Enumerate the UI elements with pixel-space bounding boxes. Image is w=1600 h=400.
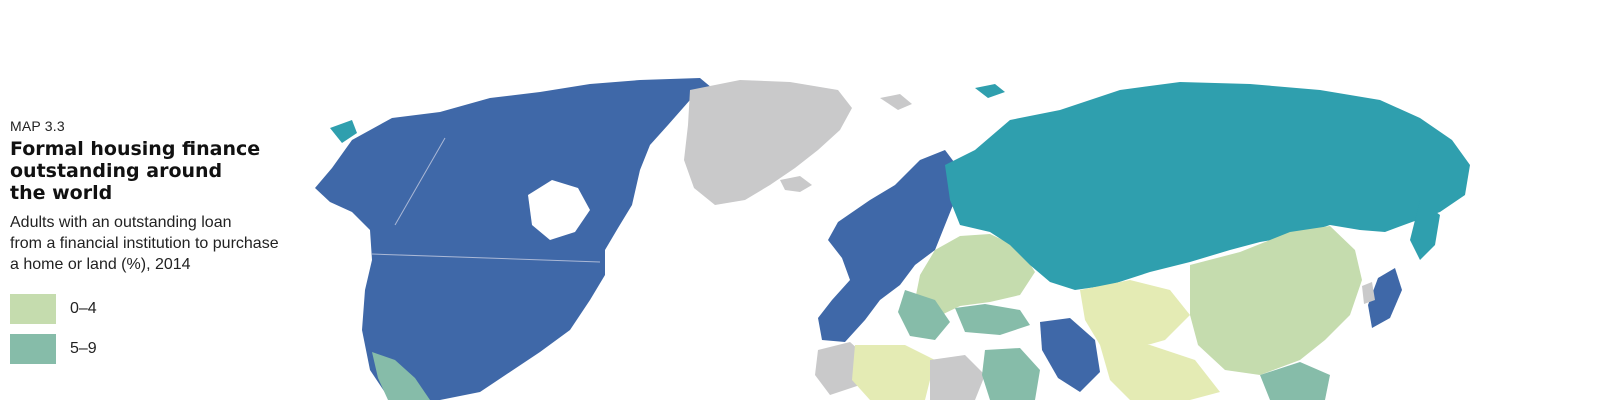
region-hudson-bay [528,180,590,240]
legend-swatch [10,294,56,324]
legend-panel: MAP 3.3 Formal housing finance outstandi… [10,118,340,373]
region-europe-west [818,150,960,342]
legend-item: 5–9 [10,333,340,365]
map-title: Formal housing finance outstanding aroun… [10,138,340,204]
region-turkey [955,304,1030,335]
region-korea [1362,282,1375,304]
region-balkans [898,290,950,340]
region-svalbard [880,94,912,110]
region-central-asia [1080,280,1190,350]
region-libya [930,355,985,400]
legend-item: 0–4 [10,293,340,325]
region-iceland [780,176,812,192]
map-subtitle: Adults with an outstanding loan from a f… [10,212,340,275]
region-russia [945,82,1470,290]
map-subtitle-line: a home or land (%), 2014 [10,256,191,273]
border-line [371,253,601,263]
map-title-line: Formal housing finance [10,138,261,160]
region-greenland [684,80,852,205]
region-kamchatka [1410,200,1440,260]
region-japan [1368,268,1402,328]
border-line [394,137,446,226]
region-southeast-asia [1260,362,1330,400]
map-title-line: the world [10,182,113,204]
region-iran [1040,318,1100,392]
region-europe-east [915,234,1035,318]
legend-label: 5–9 [70,340,97,357]
region-egypt [982,348,1040,400]
legend: 0–4 5–9 [10,293,340,365]
region-small-island [330,120,357,143]
legend-swatch [10,334,56,364]
region-mexico [372,352,430,400]
map-kicker: MAP 3.3 [10,118,65,134]
region-north-africa [852,345,935,400]
region-south-asia [1100,345,1220,400]
region-north-america [315,78,712,400]
region-arctic-island [975,84,1005,98]
map-title-line: outstanding around [10,160,223,182]
map-subtitle-line: from a financial institution to purchase [10,235,279,252]
region-china [1190,226,1362,375]
legend-label: 0–4 [70,300,97,317]
map-subtitle-line: Adults with an outstanding loan [10,214,232,231]
